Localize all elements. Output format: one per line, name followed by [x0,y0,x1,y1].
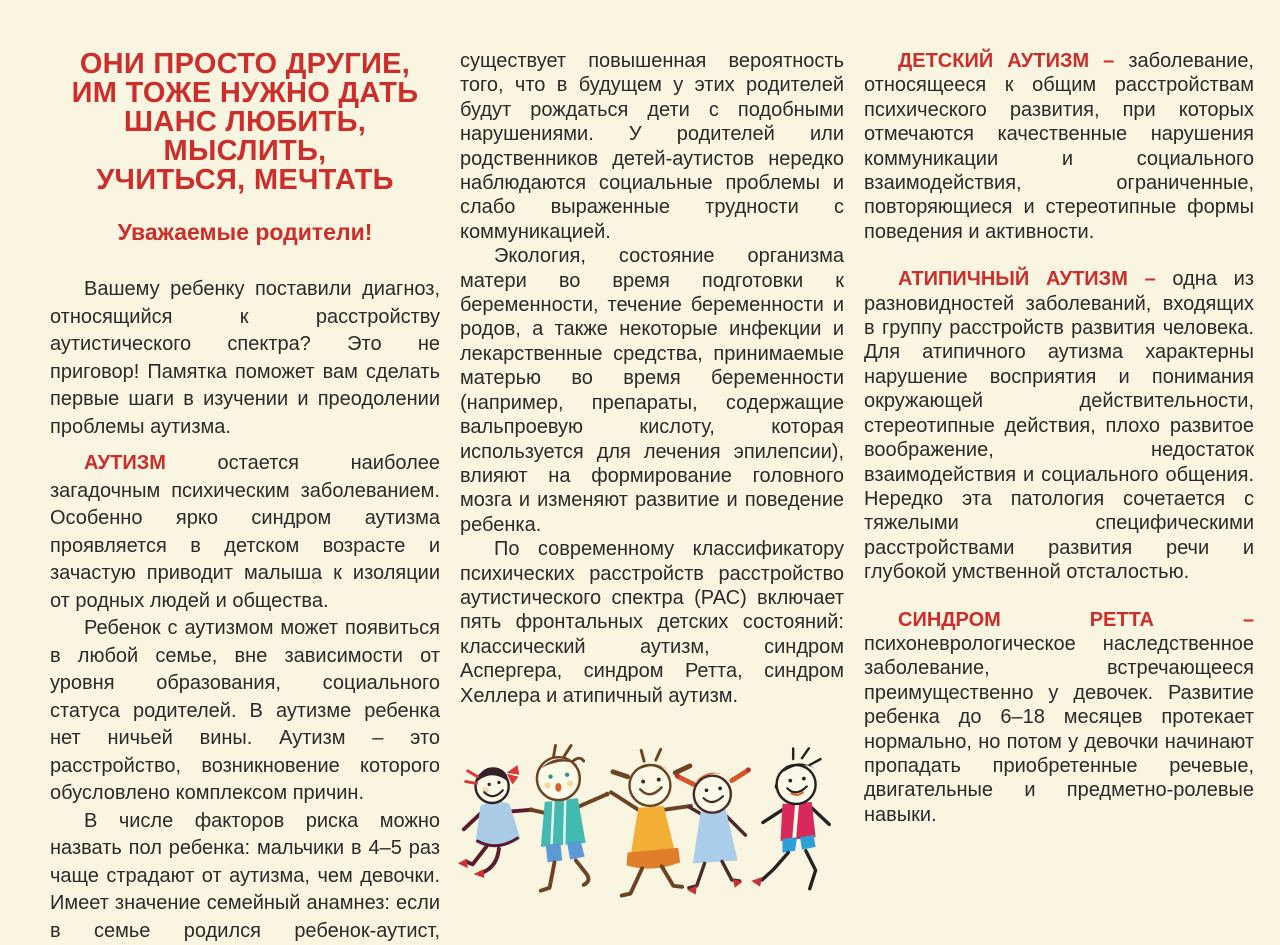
greeting-heading: Уважаемые родители! [50,219,440,246]
autism-term: АУТИЗМ [84,452,166,474]
child-boy-teal-suit [529,745,610,890]
atypical-autism-paragraph: АТИПИЧНЫЙ АУТИЗМ – одна из разновидносте… [864,267,1254,584]
autism-definition-paragraph: АУТИЗМ остается наиболее загадочным псих… [50,450,440,615]
intro-paragraph: Вашему ребенку поставили диагноз, относя… [50,276,440,441]
rett-syndrome-paragraph: СИНДРОМ РЕТТА – психоневрологическое нас… [864,608,1254,828]
column-left: ОНИ ПРОСТО ДРУГИЕ, ИМ ТОЖЕ НУЖНО ДАТЬ ША… [50,44,440,945]
childhood-autism-term: ДЕТСКИЙ АУТИЗМ – [898,50,1114,72]
page-title: ОНИ ПРОСТО ДРУГИЕ, ИМ ТОЖЕ НУЖНО ДАТЬ ША… [50,50,440,195]
ecology-paragraph: Экология, состояние организма матери во … [460,244,844,537]
rett-syndrome-term: СИНДРОМ РЕТТА – [898,609,1254,631]
risk-factors-paragraph: В числе факторов риска можно назвать пол… [50,808,440,945]
child-girl-yellow-dress [611,749,691,895]
column-middle: существует повышенная вероятность того, … [460,44,844,945]
child-girl-red-hair [675,767,751,894]
autism-definition-text: остается наиболее загадочным психическим… [50,452,440,612]
brochure-page: ОНИ ПРОСТО ДРУГИЕ, ИМ ТОЖЕ НУЖНО ДАТЬ ША… [0,0,1280,905]
children-illustration [448,726,848,916]
child-girl-blue-dress [458,765,531,878]
childhood-autism-text: заболевание, относящееся к общим расстро… [864,50,1254,243]
child-boy-pink-top [751,748,829,888]
classification-paragraph: По современному классификатору психическ… [460,537,844,708]
atypical-autism-term: АТИПИЧНЫЙ АУТИЗМ – [898,268,1156,290]
childhood-autism-paragraph: ДЕТСКИЙ АУТИЗМ – заболевание, относящеес… [864,49,1254,244]
atypical-autism-text: одна из разновидностей заболеваний, вход… [864,268,1254,583]
family-paragraph: Ребенок с аутизмом может появиться в люб… [50,615,440,808]
probability-paragraph: существует повышенная вероятность того, … [460,49,844,244]
rett-syndrome-text: психоневрологическое наследственное забо… [864,633,1254,826]
column-right: ДЕТСКИЙ АУТИЗМ – заболевание, относящеес… [864,44,1254,945]
